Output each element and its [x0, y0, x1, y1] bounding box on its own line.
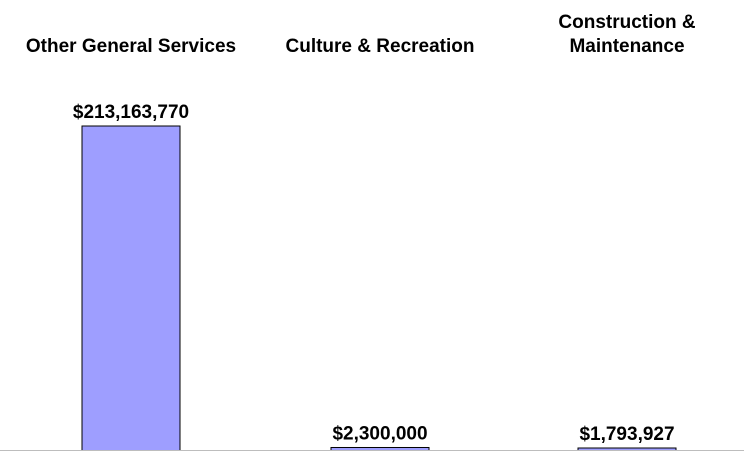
- data-label: $213,163,770: [73, 102, 189, 123]
- category-label: Other General Services: [26, 36, 236, 57]
- category-label: Culture & Recreation: [286, 36, 475, 57]
- category-labels-group: Other General Services Culture & Recreati…: [26, 12, 696, 57]
- data-label: $2,300,000: [332, 423, 427, 444]
- bar: [82, 126, 180, 451]
- category-label: Construction & Maintenance: [558, 12, 695, 57]
- bars-group: [82, 126, 676, 451]
- data-label: $1,793,927: [579, 424, 674, 445]
